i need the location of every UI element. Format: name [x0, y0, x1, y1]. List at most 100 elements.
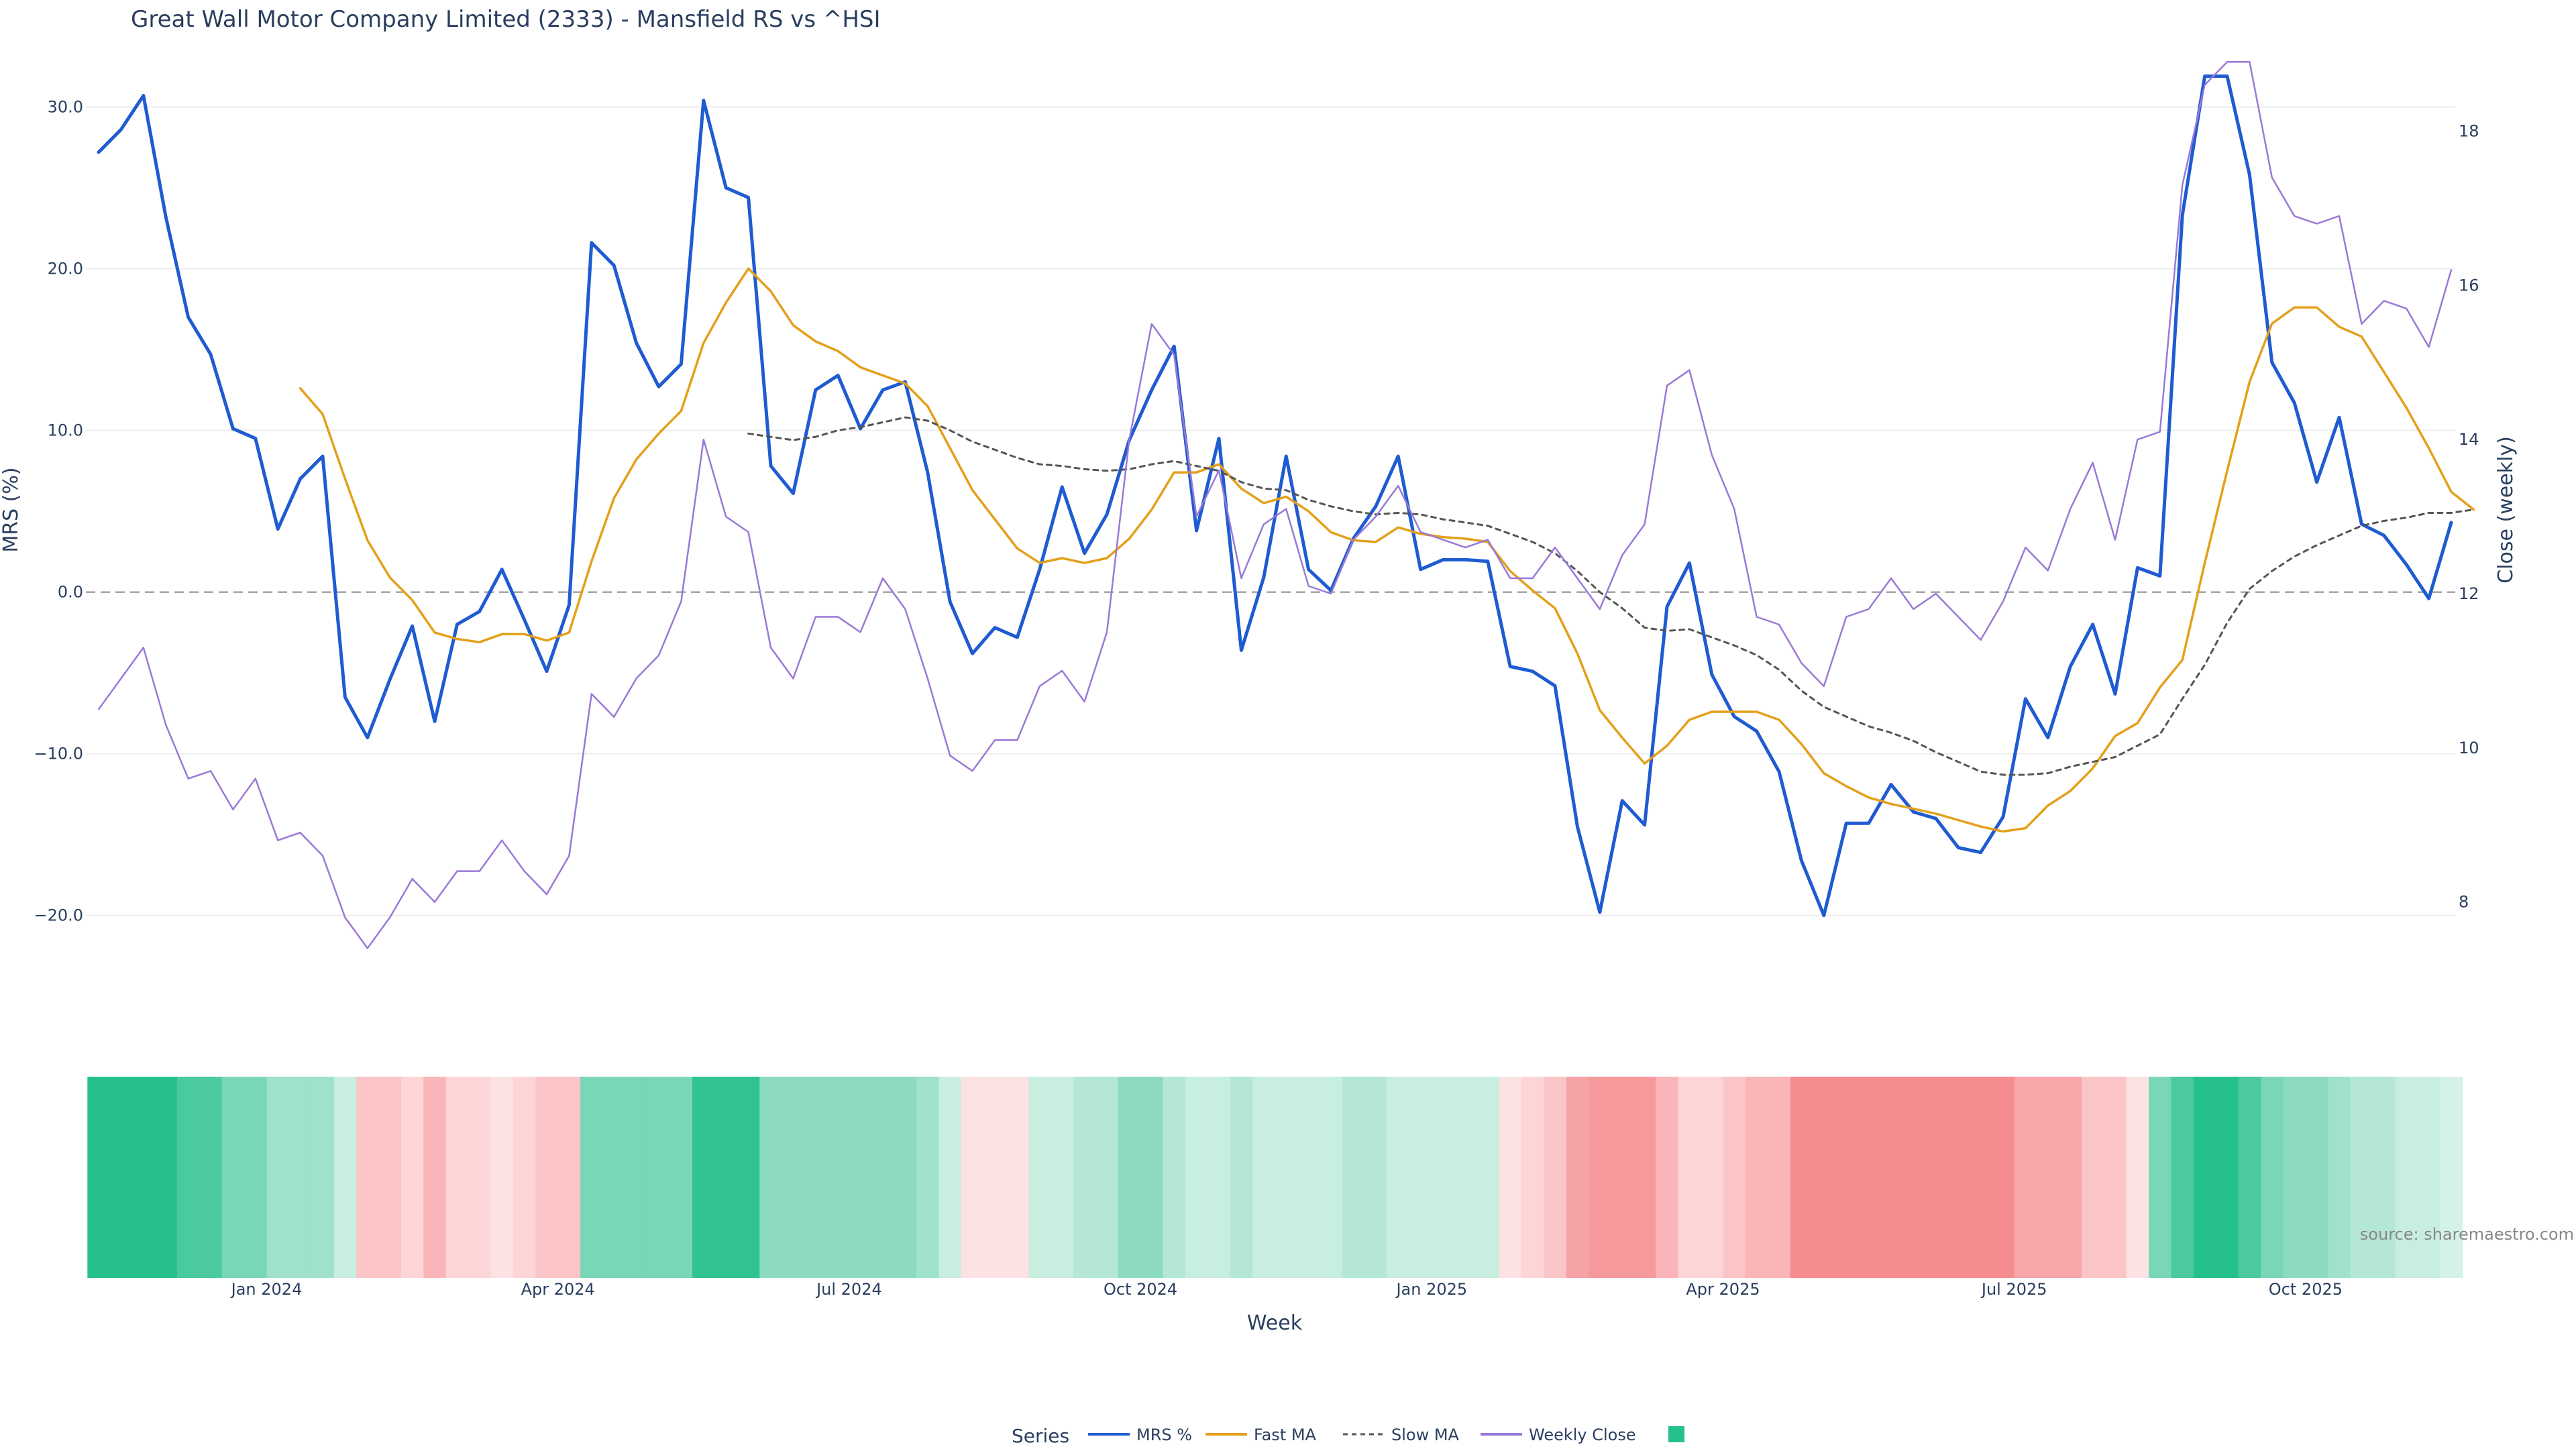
- y2-tick-label: 10: [2459, 739, 2479, 757]
- x-tick-label: Apr 2024: [521, 1280, 595, 1299]
- heatmap-cell: [961, 1077, 984, 1278]
- heatmap-cell: [2216, 1077, 2239, 1278]
- series-line-mrs: [97, 74, 2453, 918]
- heatmap-cell: [1477, 1077, 1500, 1278]
- legend-label: Weekly Close: [1529, 1426, 1636, 1444]
- legend-item[interactable]: Weekly Close: [1481, 1426, 1636, 1444]
- heatmap-cell: [782, 1077, 805, 1278]
- heatmap-cell: [400, 1077, 424, 1278]
- heatmap-cell: [490, 1077, 514, 1278]
- heatmap-cell: [2283, 1077, 2306, 1278]
- heatmap-cell: [1790, 1077, 1813, 1278]
- heatmap-cell: [1051, 1077, 1074, 1278]
- y2-tick-label: 14: [2459, 430, 2479, 449]
- heatmap-cell: [1656, 1077, 1679, 1278]
- heatmap-cell: [1163, 1077, 1186, 1278]
- heatmap-cell: [1185, 1077, 1208, 1278]
- heatmap-cell: [199, 1077, 223, 1278]
- heatmap-cell: [244, 1077, 268, 1278]
- heatmap-cell: [1902, 1077, 1925, 1278]
- heatmap-cell: [625, 1077, 648, 1278]
- heatmap-cell: [2261, 1077, 2284, 1278]
- heatmap-cell: [938, 1077, 962, 1278]
- legend-item[interactable]: [1668, 1426, 1684, 1442]
- heatmap-cell: [1947, 1077, 1970, 1278]
- heatmap-cell: [2328, 1077, 2351, 1278]
- legend: Series MRS % Fast MA Slow MA Weekly Close: [1012, 1425, 1684, 1447]
- y-tick-label: 10.0: [48, 421, 83, 440]
- legend-item[interactable]: Fast MA: [1205, 1426, 1317, 1444]
- series-line-weekly-close: [97, 60, 2453, 949]
- heatmap-cell: [2373, 1077, 2396, 1278]
- heatmap-cell: [1723, 1077, 1746, 1278]
- heatmap-cell: [2126, 1077, 2149, 1278]
- heatmap-cell: [1835, 1077, 1858, 1278]
- heatmap-cell: [1275, 1077, 1298, 1278]
- heatmap-cell: [737, 1077, 760, 1278]
- heatmap-cell: [1678, 1077, 1701, 1278]
- heatmap-cell: [221, 1077, 245, 1278]
- y-tick-label: 0.0: [58, 583, 83, 602]
- heatmap-cell: [2193, 1077, 2216, 1278]
- heatmap-cell: [2081, 1077, 2104, 1278]
- chart-title: Great Wall Motor Company Limited (2333) …: [131, 6, 881, 33]
- heatmap-cell: [2350, 1077, 2373, 1278]
- series-line-fast-ma: [299, 267, 2475, 833]
- legend-item[interactable]: MRS %: [1088, 1426, 1192, 1444]
- heatmap-cell: [2014, 1077, 2037, 1278]
- heatmap-cell: [423, 1077, 447, 1278]
- x-axis-ticks: Jan 2024 Apr 2024 Jul 2024 Oct 2024 Jan 2025…: [230, 1280, 2343, 1299]
- heatmap-cell: [1252, 1077, 1276, 1278]
- heatmap-cell: [1969, 1077, 1992, 1278]
- y-axis-ticks: 30.0 20.0 10.0 0.0 −10.0 −20.0: [34, 97, 83, 924]
- heatmap-cell: [356, 1077, 380, 1278]
- heatmap-cell: [1521, 1077, 1544, 1278]
- heatmap-cell: [1925, 1077, 1948, 1278]
- y2-axis-title: Close (weekly): [2494, 436, 2518, 584]
- series-lines: [97, 60, 2475, 949]
- legend-item[interactable]: Slow MA: [1343, 1426, 1460, 1444]
- x-tick-label: Jul 2025: [1980, 1280, 2047, 1299]
- heatmap-cell: [2171, 1077, 2194, 1278]
- heatmap-cell: [1880, 1077, 1903, 1278]
- heatmap-cell: [2417, 1077, 2440, 1278]
- heatmap-cell: [1095, 1077, 1119, 1278]
- heatmap-cell: [1633, 1077, 1656, 1278]
- y2-tick-label: 16: [2459, 276, 2479, 294]
- heatmap-cell: [333, 1077, 357, 1278]
- heatmap-cell: [894, 1077, 917, 1278]
- heatmap-cell: [1701, 1077, 1724, 1278]
- heatmap-cell: [1499, 1077, 1522, 1278]
- heatmap-cell: [132, 1077, 156, 1278]
- heatmap-cell: [557, 1077, 581, 1278]
- x-tick-label: Apr 2025: [1686, 1280, 1760, 1299]
- heatmap-cell: [1230, 1077, 1253, 1278]
- heatmap-cell: [1768, 1077, 1791, 1278]
- x-tick-label: Jul 2024: [815, 1280, 882, 1299]
- series-line-slow-ma: [747, 416, 2475, 776]
- heatmap-cell: [266, 1077, 290, 1278]
- heatmap-cell: [669, 1077, 693, 1278]
- heatmap-cell: [692, 1077, 716, 1278]
- heatmap-cell: [1432, 1077, 1455, 1278]
- heatmap-cell: [1566, 1077, 1589, 1278]
- heatmap-cell: [1208, 1077, 1231, 1278]
- legend-label: MRS %: [1136, 1426, 1192, 1444]
- signal-heatmap: [87, 1077, 2463, 1278]
- heatmap-cell: [2059, 1077, 2082, 1278]
- heatmap-cell: [1409, 1077, 1432, 1278]
- x-tick-label: Jan 2024: [230, 1280, 303, 1299]
- y-tick-label: −10.0: [34, 745, 83, 763]
- heatmap-cell: [1611, 1077, 1634, 1278]
- heatmap-cell: [2305, 1077, 2328, 1278]
- heatmap-cell: [1387, 1077, 1410, 1278]
- heatmap-cell: [1073, 1077, 1096, 1278]
- heatmap-cell: [1364, 1077, 1388, 1278]
- heatmap-cell: [849, 1077, 872, 1278]
- heatmap-cell: [871, 1077, 895, 1278]
- heatmap-cell: [1992, 1077, 2015, 1278]
- heatmap-cell: [1342, 1077, 1365, 1278]
- y2-tick-label: 18: [2459, 122, 2479, 141]
- heatmap-cell: [2238, 1077, 2261, 1278]
- heatmap-cell: [2395, 1077, 2418, 1278]
